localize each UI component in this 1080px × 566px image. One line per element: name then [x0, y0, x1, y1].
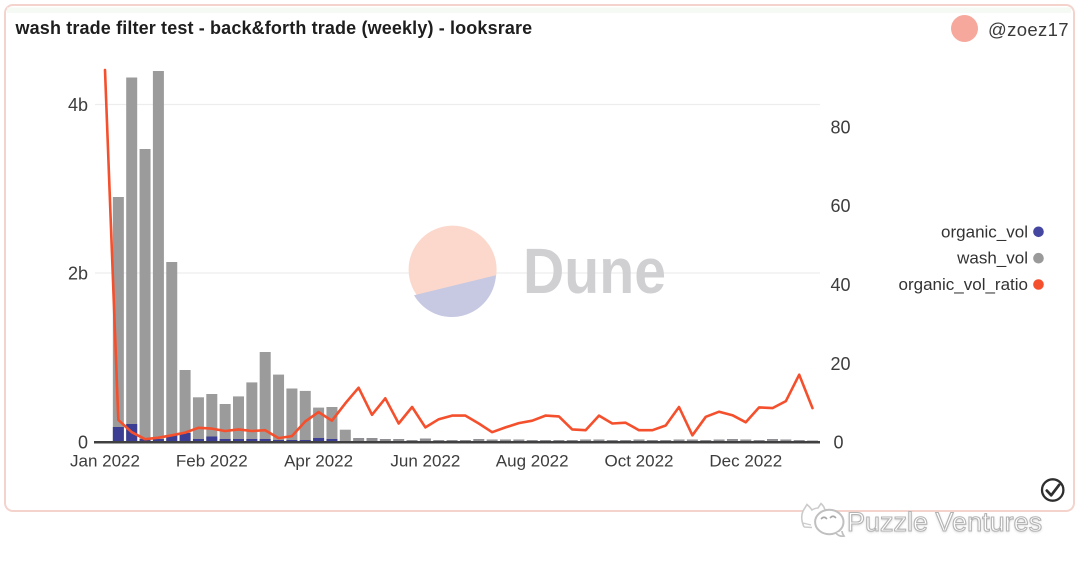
svg-text:2b: 2b: [68, 264, 88, 284]
svg-text:Jun 2022: Jun 2022: [390, 452, 460, 471]
svg-text:Apr 2022: Apr 2022: [284, 452, 353, 471]
svg-text:0: 0: [834, 433, 844, 453]
svg-text:60: 60: [831, 196, 851, 216]
svg-text:4b: 4b: [68, 95, 88, 115]
svg-text:Dec 2022: Dec 2022: [709, 452, 782, 471]
svg-text:0: 0: [78, 433, 88, 453]
svg-text:40: 40: [831, 275, 851, 295]
svg-text:Feb 2022: Feb 2022: [176, 452, 248, 471]
svg-text:20: 20: [831, 354, 851, 374]
svg-text:organic_vol: organic_vol: [941, 222, 1028, 241]
svg-text:organic_vol_ratio: organic_vol_ratio: [899, 275, 1028, 294]
svg-text:80: 80: [831, 118, 851, 138]
svg-text:Aug 2022: Aug 2022: [496, 452, 569, 471]
svg-text:Oct 2022: Oct 2022: [605, 452, 674, 471]
svg-text:Jan 2022: Jan 2022: [70, 452, 140, 471]
svg-text:wash_vol: wash_vol: [956, 249, 1028, 268]
svg-text:Dune: Dune: [523, 235, 666, 307]
